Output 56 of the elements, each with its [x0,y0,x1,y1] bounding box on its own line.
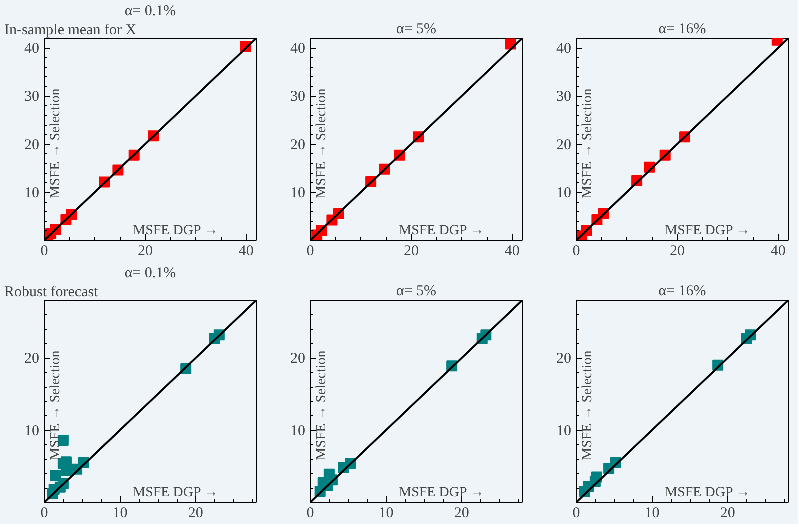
y-tick-label: 30 [556,89,572,106]
x-tick-label: 0 [306,506,314,522]
x-tick-label: 40 [770,244,786,260]
y-tick-label: 40 [556,41,572,58]
x-tick-label: 10 [112,506,128,522]
x-tick-label: 20 [670,244,685,260]
chart-title: α= 16% [658,22,706,38]
y-axis-title: MSFE → Selection [48,88,64,198]
chart-subtitle: In-sample mean for X [4,22,137,38]
y-axis-title: MSFE → Selection [314,350,330,460]
chart-title: α= 0.1% [124,4,176,20]
y-tick-label: 20 [290,351,306,368]
y-tick-label: 20 [556,351,572,368]
y-tick-label: 30 [24,89,40,106]
x-tick-label: 20 [188,506,204,522]
x-tick-label: 40 [504,244,520,260]
x-tick-label: 20 [138,244,153,260]
x-tick-label: 10 [378,506,394,522]
x-axis-title: MSFE DGP → [399,486,484,500]
x-axis-title: MSFE DGP → [133,224,218,238]
chart-title: α= 16% [658,284,706,300]
x-tick-label: 20 [404,244,419,260]
x-tick-label: 20 [454,506,470,522]
chart-subtitle: Robust forecast [4,284,100,300]
chart-title: α= 5% [396,22,437,38]
y-axis-title: MSFE → Selection [580,88,596,198]
chart-title: α= 5% [396,284,437,300]
x-axis-title: MSFE DGP → [665,224,750,238]
x-tick-label: 0 [572,244,580,260]
x-tick-label: 0 [306,244,314,260]
y-tick-label: 20 [24,351,40,368]
y-tick-label: 20 [556,137,572,154]
y-axis-title: MSFE → Selection [48,350,64,460]
y-tick-label: 20 [290,137,306,154]
y-tick-label: 10 [290,185,306,202]
x-tick-label: 0 [40,506,48,522]
y-tick-label: 10 [556,423,572,440]
y-tick-label: 30 [290,89,306,106]
y-tick-label: 10 [290,423,306,440]
y-tick-label: 10 [24,185,40,202]
chart-title: α= 0.1% [124,266,176,282]
x-tick-label: 20 [720,506,736,522]
x-tick-label: 0 [572,506,580,522]
y-tick-label: 40 [24,41,40,58]
y-tick-label: 40 [290,41,306,58]
x-axis-title: MSFE DGP → [399,224,484,238]
y-tick-label: 20 [24,137,40,154]
y-axis-title: MSFE → Selection [314,88,330,198]
y-axis-title: MSFE → Selection [580,350,596,460]
x-tick-label: 40 [238,244,254,260]
x-tick-label: 0 [40,244,48,260]
x-axis-title: MSFE DGP → [133,486,218,500]
y-tick-label: 10 [24,423,40,440]
x-tick-label: 10 [644,506,660,522]
x-axis-title: MSFE DGP → [665,486,750,500]
y-tick-label: 10 [556,185,572,202]
